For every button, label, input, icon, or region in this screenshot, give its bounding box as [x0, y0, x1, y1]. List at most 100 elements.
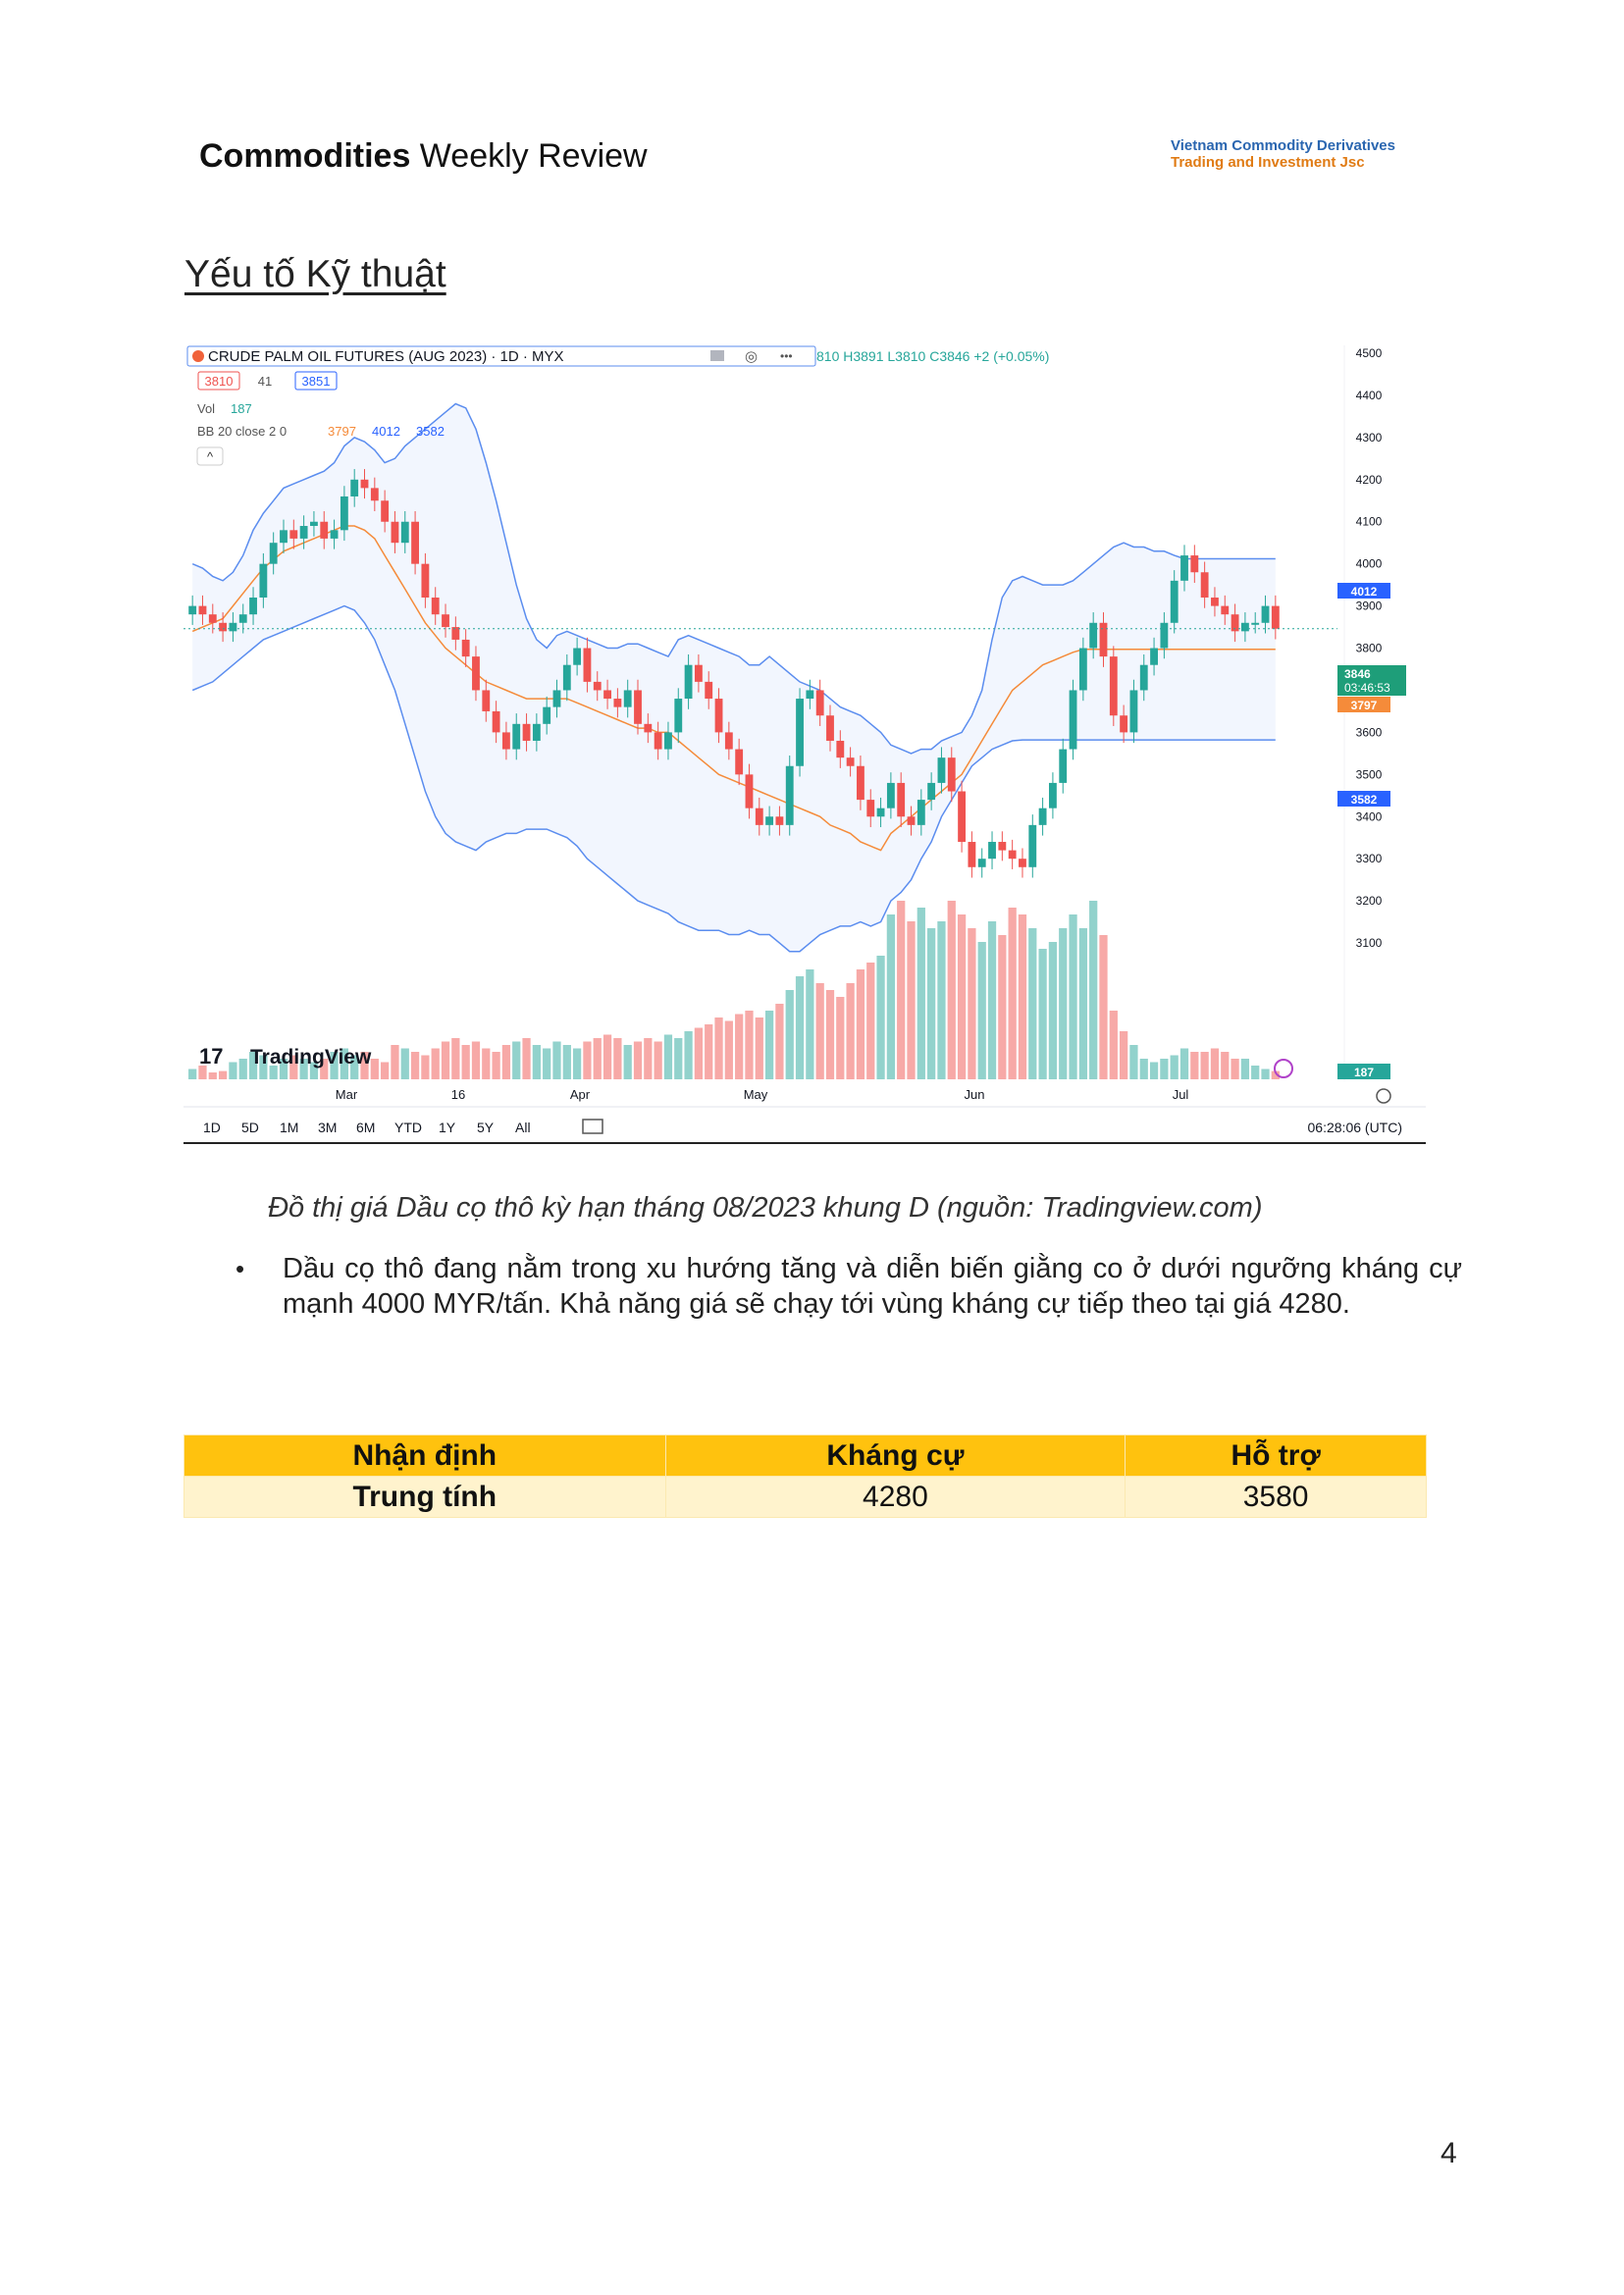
volume-bar — [947, 901, 956, 1079]
price-tick-label: 4200 — [1356, 473, 1383, 487]
candle-body — [198, 605, 207, 615]
header-cell: Hỗ trợ — [1125, 1434, 1427, 1477]
candle-body — [796, 699, 804, 766]
candle-body — [917, 800, 925, 825]
volume-bar — [1271, 1070, 1280, 1079]
volume-bar — [1190, 1052, 1199, 1079]
candle-body — [360, 479, 369, 489]
vol-label: Vol — [197, 401, 215, 416]
more-icon[interactable]: ••• — [780, 349, 793, 363]
timeframe-3m[interactable]: 3M — [318, 1120, 337, 1135]
volume-bars — [188, 901, 1280, 1079]
candlesticks[interactable] — [188, 469, 1280, 878]
time-tick-label: May — [744, 1087, 768, 1102]
bb-basis-badge-text: 3797 — [1351, 699, 1378, 712]
volume-bar — [218, 1070, 228, 1079]
candle-body — [755, 808, 763, 825]
candle-body — [411, 521, 420, 564]
volume-badge — [1337, 1064, 1390, 1079]
timeframe-5d[interactable]: 5D — [241, 1120, 259, 1135]
eye-icon[interactable]: ◎ — [745, 348, 758, 365]
volume-bar — [795, 976, 805, 1079]
report-title: Commodities Weekly Review — [199, 137, 648, 176]
candle-body — [1200, 572, 1209, 599]
candle-body — [238, 614, 247, 623]
candle-body — [330, 530, 339, 539]
bb-lower-value: 3582 — [416, 424, 445, 439]
volume-bar — [238, 1059, 247, 1079]
volume-bar — [1119, 1031, 1128, 1079]
timeframe-ytd[interactable]: YTD — [394, 1120, 422, 1135]
timeframe-toolbar[interactable]: 1D 5D 1M 3M 6M YTD 1Y 5Y All — [203, 1120, 531, 1135]
volume-bar — [552, 1041, 561, 1079]
volume-bar — [907, 921, 916, 1079]
candle-body — [543, 706, 551, 724]
settings-icon[interactable] — [1376, 1088, 1391, 1104]
candle-body — [1150, 648, 1158, 665]
candle-body — [1261, 605, 1270, 623]
volume-bar — [482, 1048, 491, 1079]
candle-body — [745, 774, 754, 808]
chevron-up-icon: ^ — [207, 449, 214, 464]
volume-bar — [1008, 908, 1017, 1079]
candle-body — [442, 614, 449, 628]
candle-body — [350, 479, 359, 496]
page-number: 4 — [1441, 2137, 1457, 2169]
price-chart[interactable]: 3100320033003400350036003700380039004000… — [183, 345, 1426, 1144]
candle-body — [1211, 598, 1219, 606]
volume-bar — [977, 942, 986, 1079]
volume-bar — [1170, 1055, 1179, 1079]
volume-bar — [755, 1017, 763, 1079]
ohlc-readout: 810 H3891 L3810 C3846 +2 (+0.05%) — [816, 348, 1049, 364]
flag-icon[interactable] — [710, 350, 724, 361]
candle-body — [836, 740, 845, 758]
timeframe-1d[interactable]: 1D — [203, 1120, 221, 1135]
timeframe-6m[interactable]: 6M — [356, 1120, 375, 1135]
candle-body — [1129, 690, 1138, 733]
volume-bar — [764, 1011, 774, 1079]
candle-body — [907, 816, 916, 825]
volume-bar — [350, 1055, 359, 1079]
bb-basis-line — [191, 525, 1276, 852]
bollinger-band-fill — [192, 403, 1276, 952]
brand-line-2: Trading and Investment Jsc — [1171, 154, 1365, 171]
collapse-legend-button[interactable] — [196, 446, 224, 466]
levels-table: Nhận định Kháng cự Hỗ trợ Trung tính 428… — [183, 1434, 1427, 1518]
price-tick-label: 4000 — [1356, 557, 1383, 571]
bid-box[interactable] — [197, 371, 240, 391]
symbol-title: CRUDE PALM OIL FUTURES (AUG 2023) · 1D ·… — [208, 348, 564, 365]
volume-bar — [269, 1066, 278, 1079]
candle-body — [937, 757, 946, 783]
timeframe-5y[interactable]: 5Y — [477, 1120, 495, 1135]
volume-bar — [309, 1062, 319, 1079]
candle-body — [340, 496, 348, 531]
brand-line-1: Vietnam Commodity Derivatives — [1171, 137, 1395, 154]
candle-body — [947, 757, 956, 792]
candle-body — [623, 690, 632, 707]
volume-bar — [815, 983, 824, 1079]
candle-body — [806, 690, 814, 700]
candle-body — [785, 765, 794, 825]
lightning-icon[interactable] — [1274, 1059, 1293, 1078]
tradingview-brand: TradingView — [250, 1046, 372, 1069]
timeframe-1y[interactable]: 1Y — [439, 1120, 456, 1135]
candle-body — [421, 563, 430, 599]
volume-bar — [370, 1059, 379, 1079]
bb-label: BB 20 close 2 0 — [197, 424, 287, 439]
volume-bar — [248, 1052, 258, 1079]
candle-body — [735, 749, 744, 775]
volume-bar — [1028, 928, 1037, 1079]
volume-bar — [836, 997, 845, 1079]
candle-body — [562, 664, 571, 691]
ask-box[interactable] — [294, 371, 338, 391]
candle-body — [1089, 622, 1098, 649]
date-range-icon[interactable] — [582, 1119, 603, 1134]
volume-bar — [775, 1004, 784, 1079]
timeframe-1m[interactable]: 1M — [280, 1120, 298, 1135]
price-tick-label: 3600 — [1356, 725, 1383, 739]
volume-bar — [846, 983, 855, 1079]
volume-bar — [1240, 1059, 1250, 1079]
volume-bar — [593, 1038, 602, 1079]
volume-bar — [543, 1048, 551, 1079]
timeframe-all[interactable]: All — [515, 1120, 531, 1135]
